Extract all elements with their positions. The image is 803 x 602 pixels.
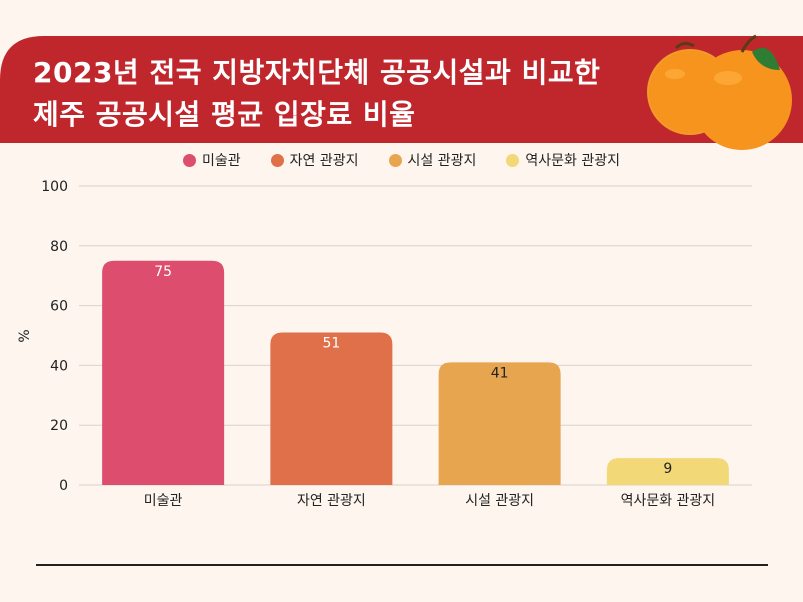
y-axis-label: % [17, 329, 33, 342]
y-tick-label: 60 [50, 299, 68, 315]
legend-item: 시설 관광지 [388, 150, 477, 170]
legend-swatch [388, 153, 402, 167]
data-label: 75 [154, 264, 172, 280]
chart-title-line-2: 제주 공공시설 평균 입장료 비율 [33, 98, 416, 131]
legend-swatch [270, 153, 284, 167]
legend-item: 역사문화 관광지 [506, 150, 620, 170]
data-label: 51 [322, 336, 340, 352]
legend-item: 미술관 [183, 150, 241, 170]
y-tick-label: 20 [50, 418, 68, 434]
x-tick-label: 시설 관광지 [465, 493, 534, 509]
legend-swatch [183, 153, 196, 167]
y-tick-label: 0 [59, 478, 68, 494]
bar [606, 458, 729, 485]
tangerine-illustration [647, 34, 792, 150]
bottom-divider [36, 564, 768, 566]
banner-shape [0, 36, 803, 143]
x-tick-label: 역사문화 관광지 [621, 493, 716, 509]
chart-legend: 미술관 자연 관광지 시설 관광지 역사문화 관광지 [0, 150, 803, 170]
bar [102, 260, 225, 485]
bar [270, 332, 393, 485]
x-tick-label: 미술관 [144, 493, 183, 509]
y-tick-label: 80 [50, 239, 68, 255]
legend-label: 역사문화 관광지 [525, 153, 620, 169]
legend-label: 자연 관광지 [289, 153, 359, 169]
data-label: 41 [491, 365, 509, 381]
legend-item: 자연 관광지 [270, 150, 359, 170]
y-tick-label: 40 [50, 358, 68, 374]
data-label: 9 [663, 461, 672, 477]
legend-swatch [506, 153, 520, 167]
legend-label: 시설 관광지 [407, 153, 477, 169]
chart-title-line-1: 2023년 전국 지방자치단체 공공시설과 비교한 [33, 56, 601, 89]
y-tick-label: 100 [41, 179, 68, 195]
legend-label: 미술관 [202, 153, 241, 169]
x-tick-label: 자연 관광지 [297, 493, 366, 509]
bar [438, 362, 561, 485]
